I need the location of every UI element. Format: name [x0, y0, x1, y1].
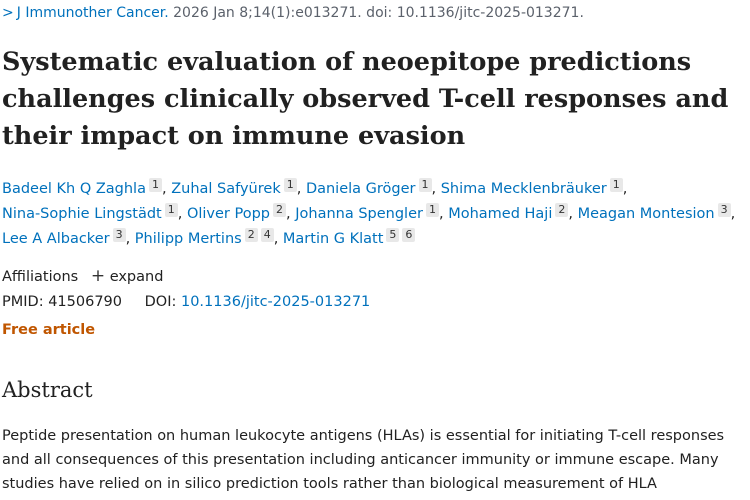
pmid-label: PMID:	[2, 294, 44, 310]
author-link[interactable]: Daniela Gröger	[305, 181, 416, 197]
affiliation-number[interactable]: 1	[283, 178, 297, 192]
author-link[interactable]: Meagan Montesion	[577, 206, 715, 222]
pmid-value: 41506790	[48, 294, 123, 310]
author-link[interactable]: Nina-Sophie Lingstädt	[2, 206, 162, 222]
author-item: Johanna Spengler 1,	[295, 203, 444, 222]
affiliation-number[interactable]: 3	[112, 228, 126, 242]
abstract-text: Peptide presentation on human leukocyte …	[2, 428, 725, 492]
author-item: Badeel Kh Q Zaghla 1,	[2, 178, 167, 197]
doi-link[interactable]: 10.1136/jitc-2025-013271	[180, 294, 371, 310]
author-item: Oliver Popp 2,	[186, 203, 291, 222]
authors-list: Badeel Kh Q Zaghla 1, Zuhal Safyürek 1, Da…	[2, 177, 744, 252]
citation-details: 2026 Jan 8;14(1):e013271. doi: 10.1136/j…	[173, 5, 584, 21]
author-link[interactable]: Lee A Albacker	[2, 231, 110, 247]
chevron-right-icon[interactable]: >	[2, 5, 14, 21]
affiliation-number[interactable]: 3	[717, 203, 731, 217]
author-item: Lee A Albacker 3,	[2, 228, 131, 247]
author-link[interactable]: Johanna Spengler	[295, 206, 423, 222]
journal-link[interactable]: J Immunother Cancer.	[16, 5, 169, 21]
affiliation-number[interactable]: 2	[555, 203, 569, 217]
author-link[interactable]: Martin G Klatt	[282, 231, 384, 247]
author-item: Philipp Mertins 2 4,	[134, 228, 279, 247]
author-item: Meagan Montesion 3,	[577, 203, 736, 222]
affiliation-number[interactable]: 1	[425, 203, 439, 217]
expand-label[interactable]: expand	[109, 269, 164, 285]
affiliation-number[interactable]: 1	[164, 203, 178, 217]
affiliation-number[interactable]: 1	[609, 178, 623, 192]
doi-label: DOI:	[144, 294, 177, 310]
affiliations-toggle[interactable]: Affiliations + expand	[2, 266, 163, 286]
author-item: Mohamed Haji 2,	[448, 203, 573, 222]
author-link[interactable]: Shima Mecklenbräuker	[440, 181, 607, 197]
affiliation-number[interactable]: 2	[244, 228, 258, 242]
author-item: Nina-Sophie Lingstädt 1,	[2, 203, 183, 222]
identifiers-line: PMID: 41506790 DOI: 10.1136/jitc-2025-01…	[2, 294, 370, 310]
affiliation-number[interactable]: 1	[418, 178, 432, 192]
affiliation-number[interactable]: 6	[402, 228, 416, 242]
citation-line: > J Immunother Cancer. 2026 Jan 8;14(1):e…	[2, 5, 584, 21]
author-link[interactable]: Oliver Popp	[186, 206, 271, 222]
affiliation-number[interactable]: 2	[273, 203, 287, 217]
affiliation-number[interactable]: 5	[386, 228, 400, 242]
affiliation-number[interactable]: 4	[260, 228, 274, 242]
author-item: Daniela Gröger 1,	[305, 178, 437, 197]
article-title: Systematic evaluation of neoepitope pred…	[2, 47, 729, 151]
author-item: Martin G Klatt 5 6	[282, 228, 416, 247]
plus-icon[interactable]: +	[90, 266, 106, 286]
author-item: Shima Mecklenbräuker 1,	[440, 178, 628, 197]
free-article-badge: Free article	[2, 322, 96, 338]
affiliation-number[interactable]: 1	[148, 178, 162, 192]
author-link[interactable]: Badeel Kh Q Zaghla	[2, 181, 146, 197]
author-item: Zuhal Safyürek 1,	[171, 178, 302, 197]
author-link[interactable]: Zuhal Safyürek	[171, 181, 281, 197]
abstract-heading: Abstract	[2, 378, 93, 402]
author-link[interactable]: Philipp Mertins	[134, 231, 242, 247]
affiliations-label: Affiliations	[2, 269, 79, 285]
author-link[interactable]: Mohamed Haji	[448, 206, 553, 222]
